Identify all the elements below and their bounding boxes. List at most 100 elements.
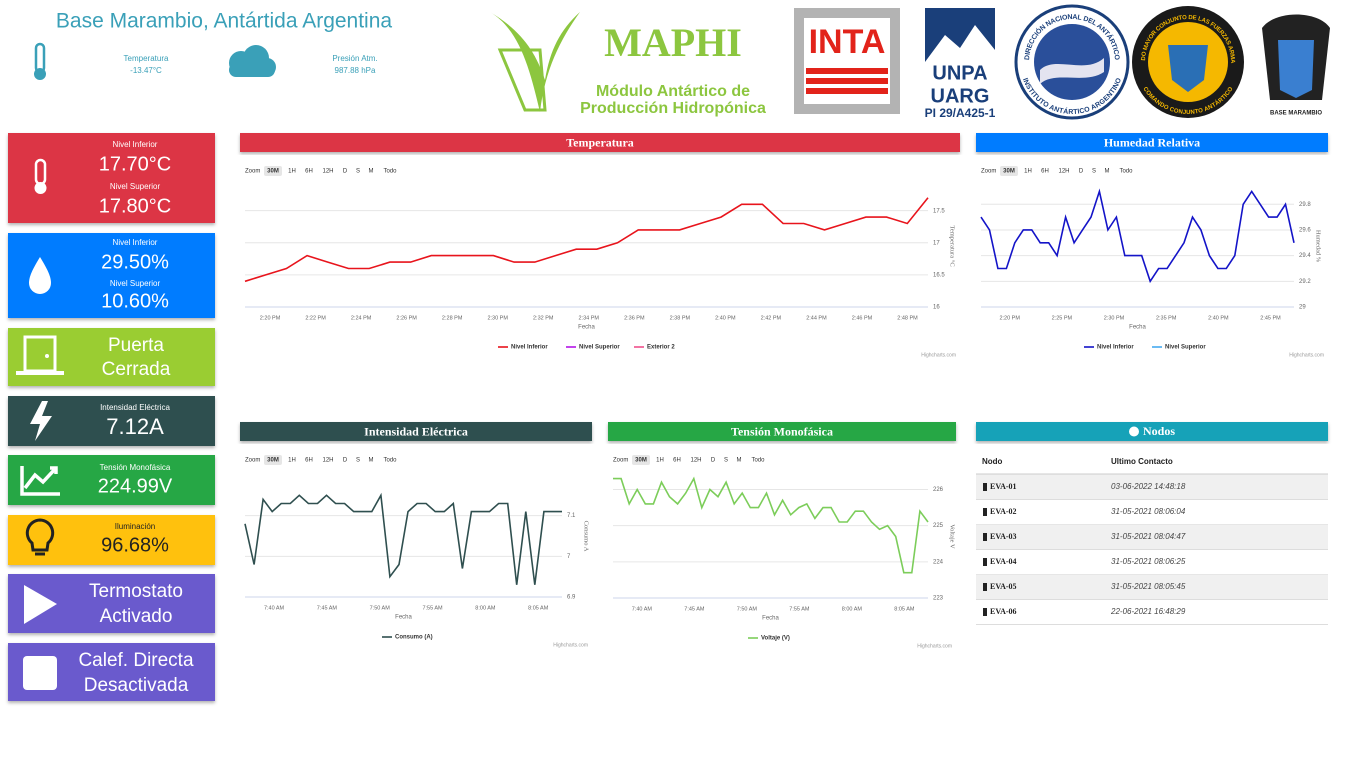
- card-value: 10.60%: [101, 290, 169, 312]
- zoom-button[interactable]: Todo: [383, 458, 397, 464]
- thermo-icon: [34, 42, 46, 80]
- crest-text: BASE MARAMBIO: [1270, 111, 1322, 117]
- x-tick-label: 2:40 PM: [715, 315, 736, 321]
- zoom-button-label: S: [1092, 169, 1096, 175]
- y-tick-label: 17: [933, 240, 940, 246]
- zoom-button[interactable]: D: [343, 458, 348, 464]
- node-chip-icon: [983, 483, 987, 491]
- panel-header: [240, 133, 960, 152]
- x-axis-title: Fecha: [578, 325, 595, 331]
- zoom-button-label: 30M: [267, 169, 279, 175]
- zoom-button-label: Todo: [383, 169, 397, 175]
- zoom-button[interactable]: 12H: [1058, 169, 1069, 175]
- card-line: Termostato: [89, 581, 183, 602]
- credits: Highcharts.com: [553, 642, 588, 648]
- zoom-button-label: 1H: [288, 458, 296, 464]
- zoom-button[interactable]: 6H: [1041, 169, 1049, 175]
- zoom-button[interactable]: M: [737, 458, 742, 464]
- y-axis-title: Humedad %: [1315, 230, 1322, 263]
- zoom-button-bg: [264, 455, 282, 465]
- zoom-button[interactable]: Todo: [751, 458, 765, 464]
- x-tick-label: 2:35 PM: [1156, 315, 1177, 321]
- table-header: Nodo: [982, 457, 1003, 466]
- zoom-button-label: M: [737, 458, 742, 464]
- zoom-button[interactable]: 30M: [264, 166, 282, 176]
- zoom-button-label: 30M: [267, 458, 279, 464]
- zoom-button[interactable]: 1H: [656, 458, 664, 464]
- x-axis-title: Fecha: [1129, 325, 1146, 331]
- node-contact: 03-06-2022 14:48:18: [1111, 482, 1186, 491]
- legend-label: Nivel Superior: [579, 345, 620, 351]
- unpa-logo: UNPA UARG PI 29/A425-1: [925, 8, 996, 120]
- zoom-button[interactable]: 30M: [1000, 166, 1018, 176]
- pi-text: PI 29/A425-1: [925, 106, 996, 120]
- x-tick-label: 2:28 PM: [442, 315, 463, 321]
- zoom-button[interactable]: 30M: [632, 455, 650, 465]
- zoom-button[interactable]: 1H: [1024, 169, 1032, 175]
- maphi-sub: Producción Hidropónica: [580, 100, 766, 117]
- x-tick-label: 2:48 PM: [897, 315, 918, 321]
- legend-label: Exterior 2: [647, 345, 675, 351]
- zoom-button[interactable]: D: [343, 169, 348, 175]
- zoom-button-label: M: [369, 169, 374, 175]
- zoom-button[interactable]: S: [356, 458, 360, 464]
- zoom-button[interactable]: Todo: [1119, 169, 1133, 175]
- card-label: Tensión Monofásica: [100, 463, 171, 472]
- node-contact: 31-05-2021 08:05:45: [1111, 582, 1186, 591]
- zoom-button-label: 6H: [305, 169, 313, 175]
- marambio-crest: BASE MARAMBIO: [1262, 14, 1330, 117]
- zoom-button[interactable]: 12H: [322, 458, 333, 464]
- zoom-button-label: 30M: [1003, 169, 1015, 175]
- zoom-button-bg: [264, 166, 282, 176]
- x-tick-label: 7:55 AM: [422, 605, 443, 611]
- y-tick-label: 224: [933, 559, 944, 565]
- site-title: Base Marambio, Antártida Argentina: [56, 10, 393, 33]
- y-tick-label: 225: [933, 523, 944, 529]
- zoom-button[interactable]: 6H: [673, 458, 681, 464]
- zoom-button[interactable]: M: [369, 458, 374, 464]
- x-tick-label: 7:40 AM: [264, 605, 285, 611]
- zoom-button[interactable]: 12H: [690, 458, 701, 464]
- node-contact: 22-06-2021 16:48:29: [1110, 607, 1186, 616]
- x-tick-label: 7:45 AM: [317, 605, 338, 611]
- y-tick-label: 29: [1299, 305, 1306, 311]
- zoom-button[interactable]: D: [1079, 169, 1084, 175]
- zoom-button-label: 12H: [322, 169, 333, 175]
- node-chip-icon: [983, 608, 987, 616]
- zoom-button-label: Todo: [383, 458, 397, 464]
- node-name: EVA-06: [990, 607, 1017, 616]
- node-name: EVA-04: [990, 557, 1017, 566]
- zoom-button[interactable]: 6H: [305, 169, 313, 175]
- zoom-button-label: Todo: [1119, 169, 1133, 175]
- card-label: Nivel Inferior: [113, 238, 158, 247]
- zoom-button[interactable]: M: [1105, 169, 1110, 175]
- zoom-button[interactable]: 6H: [305, 458, 313, 464]
- zoom-button[interactable]: 30M: [264, 455, 282, 465]
- card-line: Cerrada: [102, 359, 171, 380]
- y-tick-label: 16.5: [933, 272, 945, 278]
- zoom-button[interactable]: Todo: [383, 169, 397, 175]
- card-value: 29.50%: [101, 251, 169, 273]
- y-tick-label: 7: [567, 554, 571, 560]
- card-line: Desactivada: [84, 675, 189, 696]
- zoom-button[interactable]: 1H: [288, 458, 296, 464]
- zoom-button[interactable]: D: [711, 458, 716, 464]
- zoom-button[interactable]: S: [356, 169, 360, 175]
- x-tick-label: 7:40 AM: [632, 606, 653, 612]
- series-line: [980, 188, 1295, 284]
- weather-value: 987.88 hPa: [335, 66, 376, 75]
- table-header: Ultimo Contacto: [1111, 457, 1173, 466]
- legend-label: Nivel Inferior: [1097, 345, 1134, 351]
- x-axis-title: Fecha: [762, 616, 779, 622]
- zoom-label: Zoom: [245, 169, 260, 175]
- zoom-button[interactable]: 1H: [288, 169, 296, 175]
- zoom-button[interactable]: S: [724, 458, 728, 464]
- unpa-text: UNPA: [932, 62, 987, 84]
- zoom-button[interactable]: M: [369, 169, 374, 175]
- card-value: 224.99V: [98, 475, 173, 497]
- zoom-button[interactable]: S: [1092, 169, 1096, 175]
- zoom-button[interactable]: 12H: [322, 169, 333, 175]
- zoom-button-label: D: [711, 458, 716, 464]
- panel-header: [608, 422, 956, 441]
